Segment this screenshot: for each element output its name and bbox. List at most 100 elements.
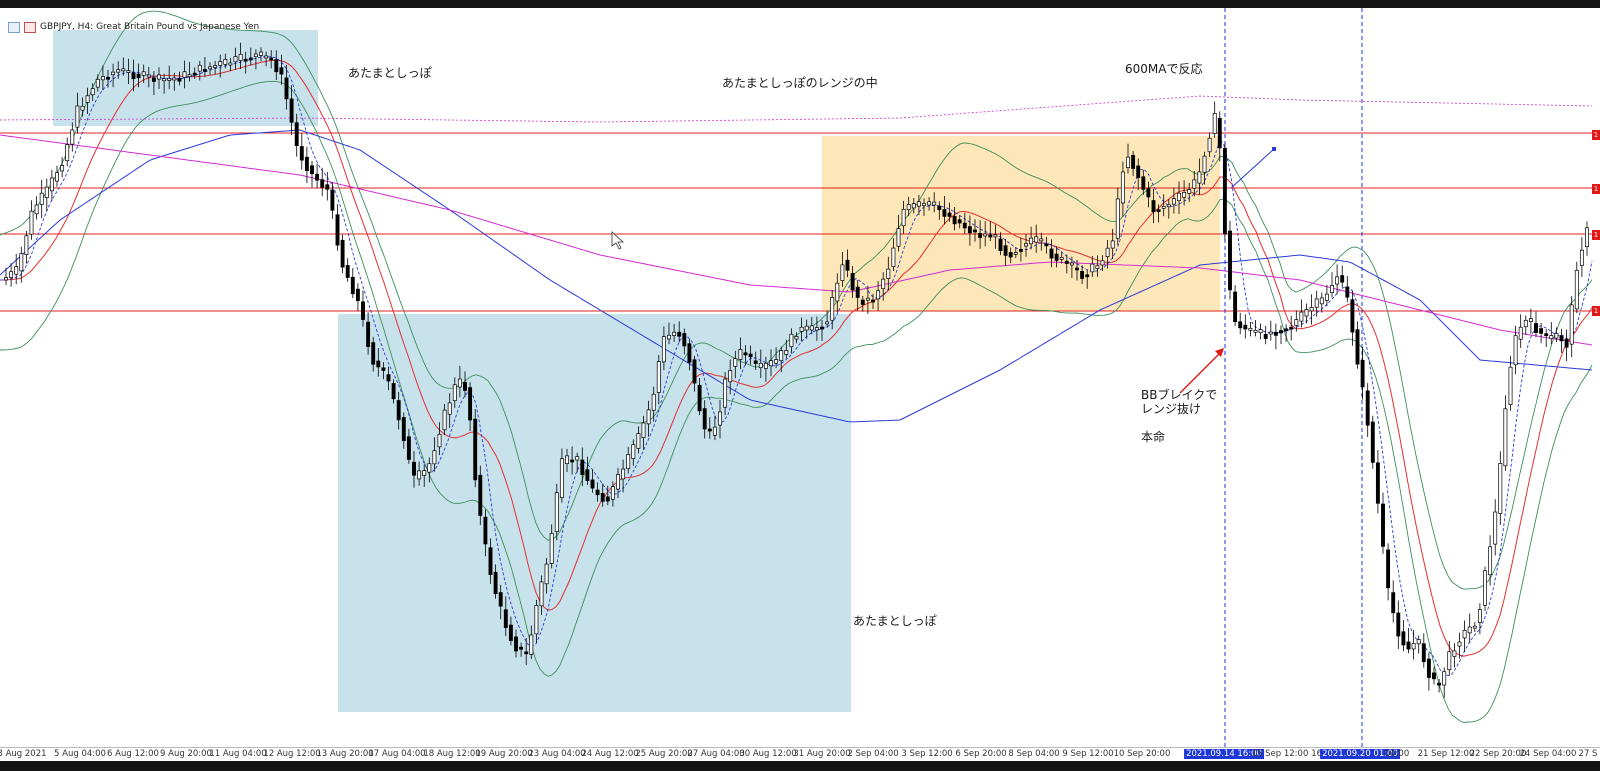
chart-list-icon[interactable] <box>8 21 20 33</box>
candle-body <box>1064 260 1069 264</box>
candle-body <box>723 378 728 408</box>
candle-body <box>350 276 355 295</box>
candle-body <box>1452 650 1457 657</box>
candle-body <box>259 51 263 56</box>
chart-title-bar: GBPJPY, H4: Great Britain Pound vs Japan… <box>8 20 259 34</box>
candle-body <box>1299 311 1304 322</box>
candle-body <box>860 299 865 305</box>
candle-body <box>1059 257 1064 260</box>
candle-body <box>70 129 75 145</box>
candle-body <box>932 201 937 206</box>
candle-body <box>590 479 595 489</box>
candle-body <box>697 384 702 412</box>
candle-body <box>1493 511 1498 545</box>
candle-body <box>1483 570 1487 606</box>
candle-body <box>534 605 539 635</box>
candle-body <box>559 458 564 499</box>
candle-body <box>707 428 712 432</box>
candle-body <box>1258 329 1263 334</box>
candle-body <box>1355 329 1360 365</box>
candle-body <box>758 363 763 369</box>
candle-body <box>299 146 304 161</box>
candle-body <box>65 144 70 162</box>
candle-body <box>1161 205 1166 209</box>
date-tick-label: 25 Aug 20:00 <box>635 749 693 759</box>
date-tick-label: 9 Sep 12:00 <box>1062 749 1114 759</box>
candle-body <box>840 264 845 281</box>
candle-body <box>1396 612 1401 637</box>
candle-body <box>1523 319 1528 328</box>
date-axis[interactable]: 3 Aug 2021 5 Aug 04:00 6 Aug 12:00 9 Aug 20… <box>0 747 1600 762</box>
candle-body <box>789 333 794 348</box>
candle-body <box>294 122 299 147</box>
candle-body <box>1120 171 1125 204</box>
annotation-ma600-reaction: 600MAで反応 <box>1125 62 1203 76</box>
candle-body <box>335 214 340 246</box>
candle-body <box>1314 298 1319 308</box>
candle-body <box>304 156 309 171</box>
candle-body <box>1126 156 1130 169</box>
candle-body <box>779 350 784 362</box>
candle-body <box>371 342 376 365</box>
candle-body <box>452 384 457 402</box>
candle-body <box>192 72 197 76</box>
candle-body <box>85 95 90 103</box>
candle-body <box>345 265 350 278</box>
candle-body <box>687 343 692 363</box>
candle-body <box>391 383 396 400</box>
candle-body <box>1279 330 1283 334</box>
candle-body <box>1177 192 1181 202</box>
candle-body <box>891 247 896 267</box>
candle-body <box>1467 626 1472 634</box>
candle-body <box>983 233 988 237</box>
bollinger-lower-band <box>0 80 1593 723</box>
date-tick-label: 30 Aug 12:00 <box>739 749 797 759</box>
candle-body <box>580 459 585 475</box>
candle-body <box>774 359 779 364</box>
candle-body <box>1146 188 1151 198</box>
candle-body <box>1095 265 1100 269</box>
candle-body <box>39 192 44 205</box>
candle-body <box>610 486 615 500</box>
price-chart[interactable]: GBPJPY, H4: Great Britain Pound vs Japan… <box>0 8 1600 747</box>
date-tick-label: 9 Aug 20:00 <box>160 749 212 759</box>
candle-body <box>672 331 677 336</box>
candle-body <box>417 470 422 480</box>
date-tick-label: 18 Aug 12:00 <box>423 749 481 759</box>
candle-body <box>1212 113 1217 134</box>
date-tick-label: 13 Aug 20:00 <box>316 749 374 759</box>
candle-body <box>1039 238 1044 242</box>
candle-body <box>1432 672 1436 680</box>
date-tick-label: 04:00 <box>1384 749 1410 759</box>
chart-canvas[interactable] <box>0 8 1600 747</box>
annotation-head-tail-1: あたまとしっぽ <box>348 66 432 80</box>
candle-body <box>1044 243 1049 247</box>
candle-body <box>157 74 161 80</box>
candle-body <box>565 455 569 465</box>
candle-body <box>682 333 687 347</box>
candle-body <box>167 78 172 81</box>
candle-body <box>248 57 253 61</box>
candle-body <box>570 459 575 463</box>
candle-body <box>1411 643 1416 650</box>
candle-body <box>621 468 626 480</box>
candle-body <box>1559 335 1564 342</box>
candle-body <box>1273 331 1278 336</box>
candle-body <box>1284 328 1289 332</box>
candle-body <box>279 67 284 75</box>
window-bottom-bar <box>0 761 1600 771</box>
candle-body <box>763 362 768 369</box>
close-chart-icon[interactable] <box>24 21 36 33</box>
candle-body <box>498 592 503 607</box>
candle-body <box>1075 267 1079 271</box>
candle-body <box>1233 291 1238 322</box>
candle-body <box>95 78 100 88</box>
candle-body <box>1375 462 1380 504</box>
candle-body <box>401 417 406 442</box>
candle-body <box>1171 198 1176 205</box>
candle-body <box>916 201 921 207</box>
candle-body <box>1574 269 1579 310</box>
candle-body <box>457 378 462 388</box>
bollinger-upper-band <box>0 10 1593 590</box>
candle-body <box>1110 240 1115 249</box>
